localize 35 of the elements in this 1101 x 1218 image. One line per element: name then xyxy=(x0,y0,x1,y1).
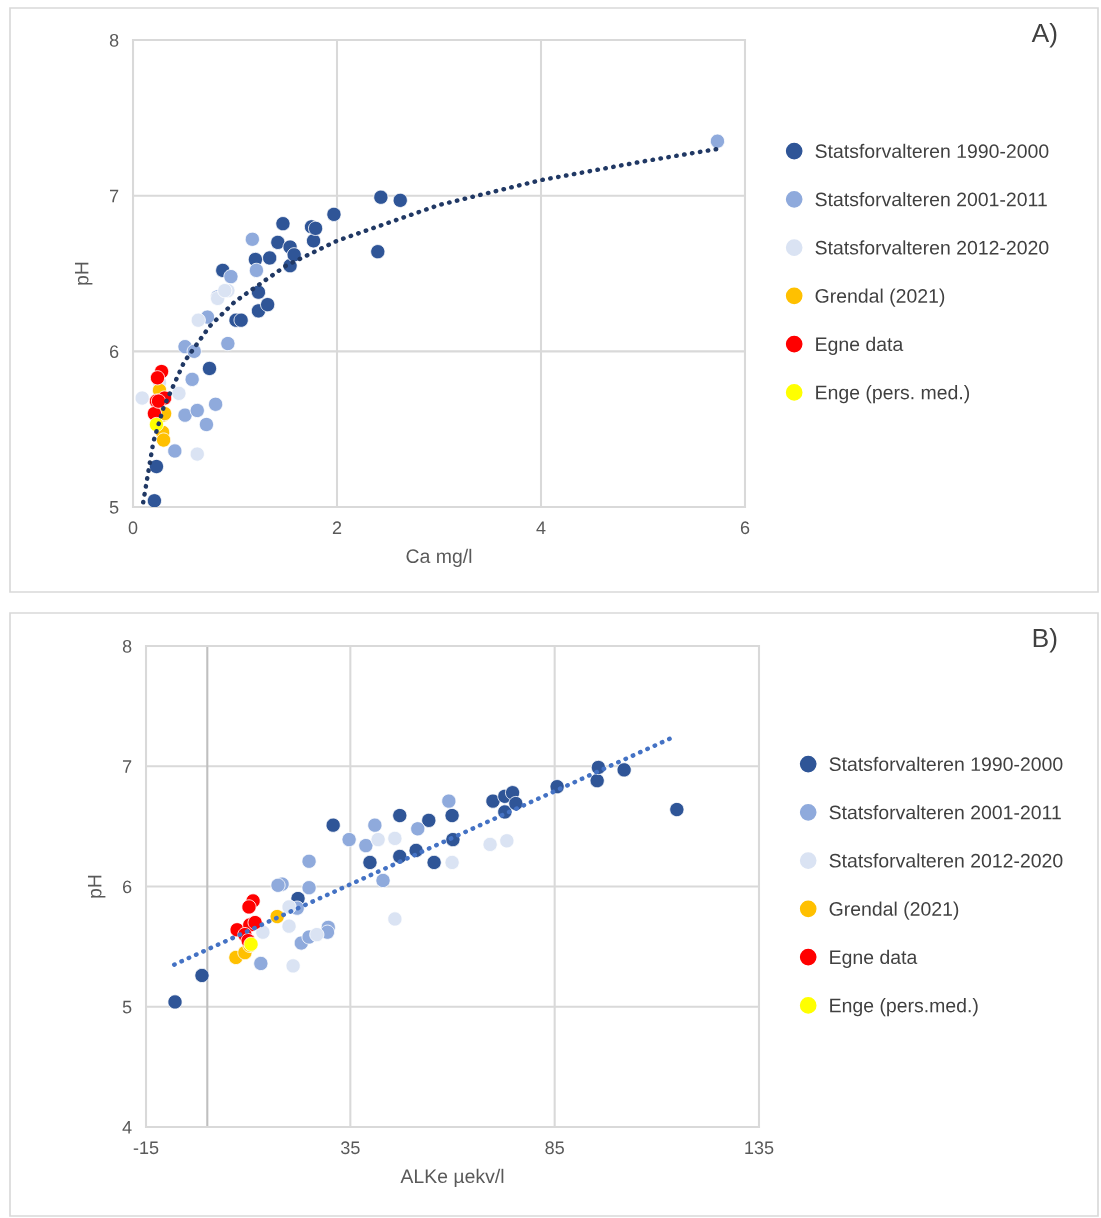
text: B) xyxy=(1033,628,1057,653)
x-tick-label: 0 xyxy=(128,521,138,535)
legend-label: Statsforvalteren 1990-2000 xyxy=(829,756,1063,772)
y-tick-label: 6 xyxy=(122,880,132,894)
y-tick-label: 7 xyxy=(123,760,132,773)
x-tick-label: 2 xyxy=(332,521,342,534)
x-tick-label: 135 xyxy=(745,1141,774,1155)
x-tick-label: 85 xyxy=(545,1141,564,1155)
text: A) xyxy=(1031,23,1057,48)
legend-label: Statsforvalteren 2001-2011 xyxy=(815,192,1047,207)
legend-label: Grendal (2021) xyxy=(815,288,945,307)
y-axis-title: pH xyxy=(87,875,106,898)
y-tick-label: 5 xyxy=(109,501,119,514)
x-tick-label: 6 xyxy=(740,521,750,535)
y-tick-label: 7 xyxy=(110,189,119,203)
y-tick-label: 8 xyxy=(109,33,119,47)
y-axis-title: pH xyxy=(74,262,93,285)
x-axis-title: Ca mg/l xyxy=(406,548,472,567)
y-tick-label: 4 xyxy=(122,1121,132,1134)
legend-label: Enge (pers. med.) xyxy=(816,385,970,404)
x-tick-label: 4 xyxy=(536,521,546,534)
legend-label: Egne data xyxy=(830,949,918,968)
x-axis-title: ALKe µekv/l xyxy=(400,1168,504,1187)
x-tick-label: -15 xyxy=(133,1141,159,1155)
legend-label: Statsforvalteren 1990-2000 xyxy=(815,143,1049,159)
legend-label: Statsforvalteren 2012-2020 xyxy=(815,240,1049,255)
y-tick-label: 5 xyxy=(122,1000,132,1014)
legend-label: Statsforvalteren 2001-2011 xyxy=(829,805,1061,820)
legend-label: Egne data xyxy=(816,336,904,355)
y-tick-label: 8 xyxy=(122,639,132,653)
legend-label: Statsforvalteren 2012-2020 xyxy=(829,853,1063,868)
legend-label: Enge (pers.med.) xyxy=(830,998,978,1017)
y-tick-label: 6 xyxy=(109,345,119,359)
legend-label: Grendal (2021) xyxy=(829,901,959,920)
x-tick-label: 35 xyxy=(340,1141,360,1155)
